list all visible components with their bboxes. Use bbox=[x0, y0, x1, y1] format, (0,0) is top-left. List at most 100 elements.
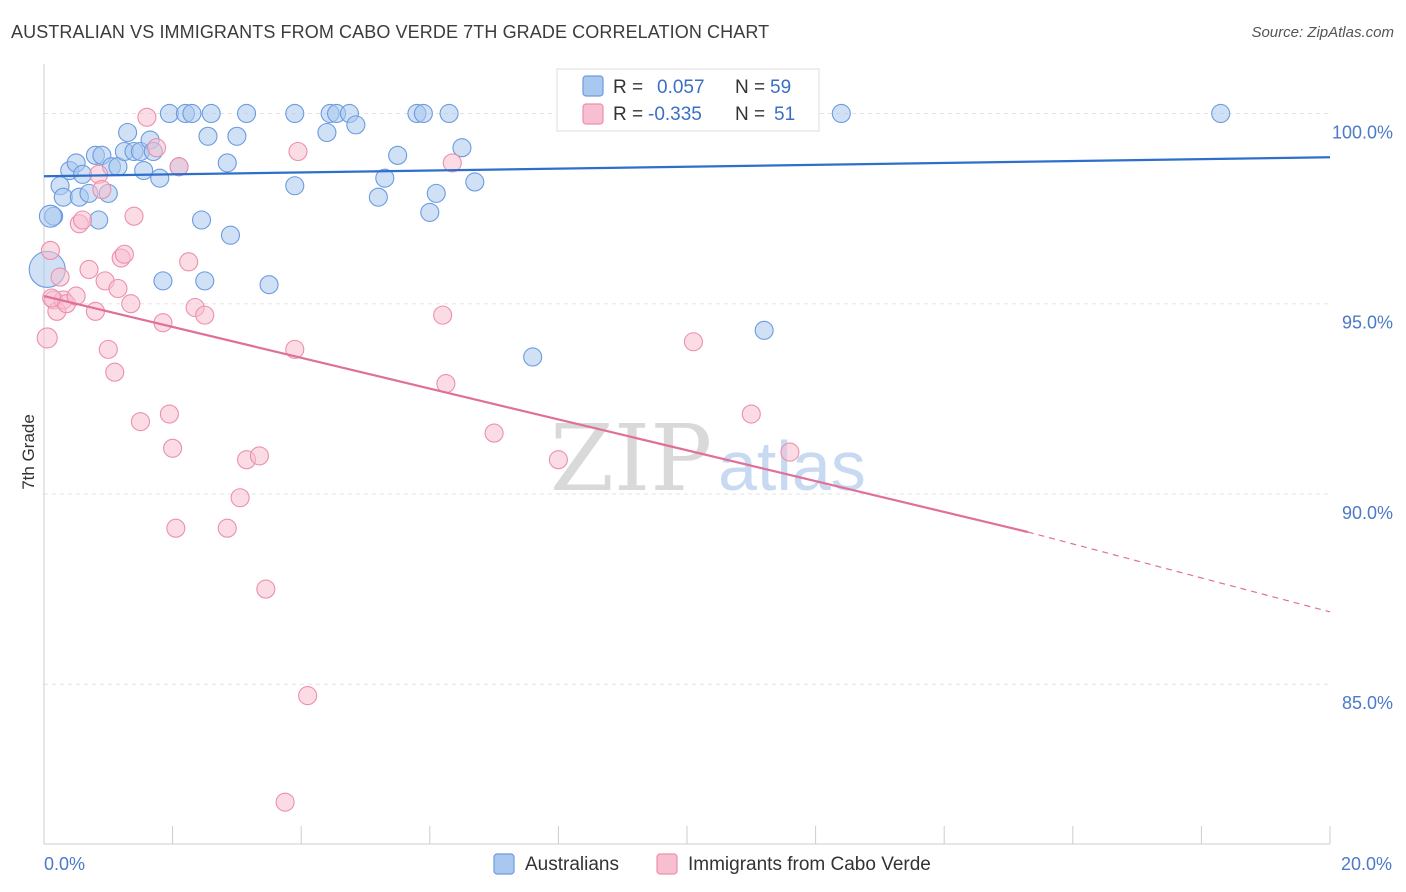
cabo-verde-point bbox=[121, 294, 141, 314]
australians-point bbox=[182, 103, 202, 124]
legend-n-label-pink: N = bbox=[735, 104, 765, 125]
bottom-legend-swatch-australians bbox=[493, 853, 515, 875]
australians-point bbox=[420, 202, 440, 222]
australians-point bbox=[217, 153, 237, 173]
axes: 85.0% 90.0% 95.0% 100.0% bbox=[43, 64, 1393, 845]
grid-lines bbox=[44, 112, 1330, 685]
data-points bbox=[28, 103, 1231, 812]
cabo-verde-point bbox=[40, 240, 60, 260]
cabo-verde-point bbox=[114, 244, 134, 264]
australians-point bbox=[259, 275, 279, 295]
cabo-verde-point bbox=[780, 442, 800, 462]
cabo-verde-point bbox=[275, 792, 295, 812]
australians-point bbox=[368, 187, 388, 207]
australians-point bbox=[236, 103, 257, 124]
cabo-verde-point bbox=[217, 518, 237, 538]
australians-point bbox=[38, 204, 62, 228]
cabo-verde-point bbox=[169, 157, 189, 177]
cabo-verde-point bbox=[285, 339, 305, 359]
watermark-zip: ZIP bbox=[550, 405, 712, 512]
cabo-verde-point bbox=[179, 252, 199, 272]
cabo-verde-point bbox=[79, 259, 99, 280]
australians-point bbox=[285, 176, 305, 196]
cabo-verde-point bbox=[73, 210, 93, 230]
australians-point bbox=[388, 145, 408, 165]
australians-point bbox=[1211, 103, 1231, 124]
legend-r-value-pink: -0.335 bbox=[648, 104, 702, 125]
cabo-verde-point bbox=[66, 286, 86, 306]
cabo-verde-point bbox=[256, 579, 276, 599]
cabo-verde-point bbox=[230, 488, 250, 508]
legend-n-label-blue: N = bbox=[735, 77, 765, 98]
australians-point bbox=[227, 126, 247, 146]
australians-point bbox=[53, 187, 73, 207]
source-label: Source: ZipAtlas.com bbox=[1251, 24, 1394, 41]
cabo-verde-point bbox=[108, 278, 128, 299]
y-tick-label: 85.0% bbox=[1342, 693, 1393, 713]
cabo-verde-point bbox=[195, 305, 215, 325]
chart-title: AUSTRALIAN VS IMMIGRANTS FROM CABO VERDE… bbox=[11, 22, 770, 42]
cabo-verde-point bbox=[249, 446, 269, 466]
australians-trend-line bbox=[43, 156, 1331, 178]
cabo-verde-point bbox=[92, 180, 112, 200]
legend-n-value-pink: 51 bbox=[774, 104, 795, 125]
cabo-verde-point bbox=[442, 153, 462, 173]
australians-point bbox=[465, 172, 485, 192]
cabo-verde-point bbox=[166, 518, 186, 538]
cabo-verde-point bbox=[433, 305, 453, 325]
australians-point bbox=[118, 122, 138, 143]
cabo-verde-point bbox=[548, 450, 568, 470]
cabo-verde-point bbox=[741, 404, 761, 424]
australians-point bbox=[375, 168, 395, 188]
watermark-atlas: atlas bbox=[718, 427, 866, 505]
y-tick-label: 100.0% bbox=[1332, 122, 1393, 142]
bottom-legend: Australians Immigrants from Cabo Verde bbox=[493, 853, 931, 875]
bottom-legend-australians: Australians bbox=[525, 854, 619, 875]
legend-r-label-pink: R = bbox=[613, 104, 643, 125]
cabo-verde-trend-line bbox=[43, 295, 1029, 534]
cabo-verde-point bbox=[298, 686, 318, 706]
cabo-verde-point bbox=[85, 301, 105, 321]
legend-r-label-blue: R = bbox=[613, 77, 643, 98]
australians-point bbox=[198, 126, 218, 146]
australians-point bbox=[159, 103, 179, 124]
australians-point bbox=[317, 122, 337, 143]
x-tick-label-max: 20.0% bbox=[1341, 854, 1392, 874]
cabo-verde-point bbox=[683, 332, 703, 352]
australians-point bbox=[439, 103, 459, 124]
legend-swatch-blue bbox=[582, 75, 604, 97]
cabo-verde-point bbox=[159, 404, 179, 424]
cabo-verde-point bbox=[98, 339, 118, 359]
australians-point bbox=[754, 320, 774, 340]
cabo-verde-point bbox=[50, 267, 70, 287]
cabo-verde-point bbox=[484, 423, 504, 443]
legend: R = 0.057 N = 59 R = -0.335 N = 51 bbox=[556, 68, 820, 132]
australians-point bbox=[413, 103, 433, 124]
y-tick-label: 90.0% bbox=[1342, 503, 1393, 523]
australians-point bbox=[195, 271, 215, 291]
australians-point bbox=[523, 347, 543, 367]
legend-r-value-blue: 0.057 bbox=[657, 77, 705, 98]
australians-point bbox=[426, 183, 446, 203]
cabo-verde-point bbox=[288, 141, 308, 162]
australians-point bbox=[73, 164, 93, 184]
bottom-legend-swatch-cabo-verde bbox=[656, 853, 678, 875]
cabo-verde-point bbox=[130, 412, 150, 432]
cabo-verde-point bbox=[124, 206, 144, 226]
australians-point bbox=[201, 103, 221, 124]
australians-point bbox=[191, 210, 212, 230]
cabo-verde-point bbox=[36, 327, 58, 349]
cabo-verde-point bbox=[146, 138, 167, 158]
trend-lines bbox=[43, 156, 1331, 613]
australians-point bbox=[452, 138, 472, 158]
y-axis-label: 7th Grade bbox=[19, 414, 38, 490]
australians-point bbox=[831, 103, 851, 124]
x-tick-label-min: 0.0% bbox=[44, 854, 85, 874]
cabo-verde-point bbox=[163, 438, 183, 458]
cabo-verde-trend-extension bbox=[1027, 531, 1331, 613]
bottom-legend-cabo-verde: Immigrants from Cabo Verde bbox=[688, 854, 931, 875]
australians-point bbox=[346, 115, 366, 135]
australians-point bbox=[153, 271, 173, 291]
y-tick-label: 95.0% bbox=[1342, 313, 1393, 333]
